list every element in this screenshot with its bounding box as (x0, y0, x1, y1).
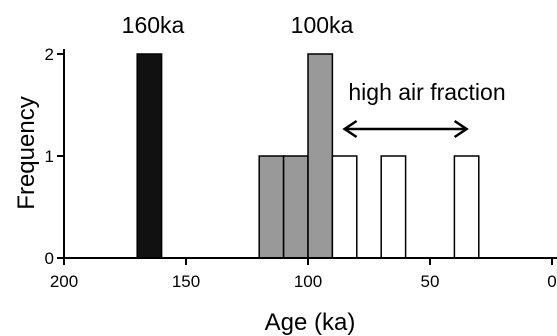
x-tick-label: 0 (547, 272, 556, 291)
bar-1-2 (307, 53, 334, 259)
y-tick-label: 1 (45, 147, 54, 166)
bar-1-1 (282, 155, 309, 259)
double-arrow-icon (342, 119, 469, 139)
x-ticks-group: 200 150 100 50 0 (50, 258, 557, 291)
y-tick-label: 2 (45, 45, 54, 64)
arrow-head-left (342, 119, 358, 139)
x-tick-label: 100 (294, 272, 322, 291)
arrow-head-right (453, 119, 469, 139)
annotation-high-air-fraction: high air fraction (348, 79, 505, 105)
bar-1-0 (258, 155, 285, 259)
x-tick-label: 200 (50, 272, 78, 291)
bars-group (136, 53, 480, 259)
x-tick-label: 150 (172, 272, 200, 291)
y-ticks-group: 0 1 2 (45, 45, 64, 268)
annotation-100ka: 100ka (291, 12, 354, 38)
x-tick-label: 50 (421, 272, 440, 291)
annotation-160ka: 160ka (122, 12, 185, 38)
y-axis-title: Frequency (13, 96, 40, 209)
y-tick-label: 0 (45, 249, 54, 268)
bar-2-2 (453, 155, 480, 259)
bar-0-0 (136, 53, 163, 259)
x-axis-title: Age (ka) (265, 309, 356, 336)
bar-2-0 (331, 155, 358, 259)
bar-2-1 (380, 155, 407, 259)
